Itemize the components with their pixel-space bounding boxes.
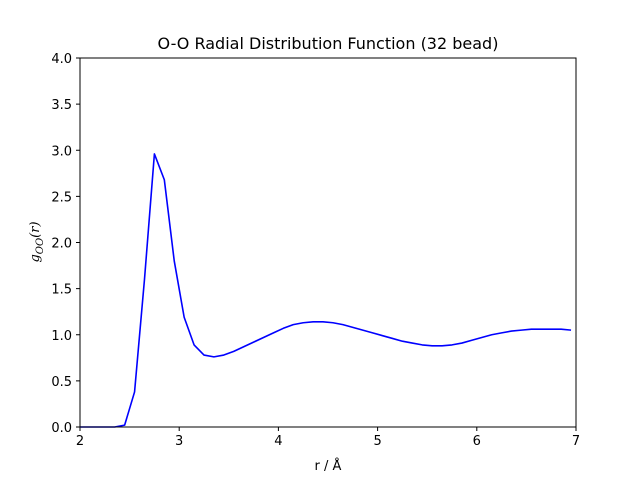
series-layer — [80, 153, 572, 428]
y-axis-label-rest: (r) — [28, 221, 43, 237]
y-tick-label: 3.0 — [51, 144, 72, 159]
y-axis-label: gOO(r) — [28, 221, 46, 262]
y-tick-label: 2.0 — [51, 237, 72, 252]
y-tick-label: 2.5 — [51, 190, 72, 205]
plot-frame — [79, 57, 577, 428]
y-tick-label: 0.5 — [51, 375, 72, 390]
y-tick-label: 1.0 — [51, 329, 72, 344]
y-tick-label: 0.0 — [51, 421, 72, 436]
x-tick-label: 6 — [473, 434, 481, 449]
x-axis-label: r / Å — [315, 458, 342, 474]
y-tick-label: 1.5 — [51, 283, 72, 298]
series-line — [80, 153, 572, 428]
x-tick-label: 5 — [373, 434, 381, 449]
x-tick-label: 4 — [274, 434, 282, 449]
x-tick-label: 7 — [572, 434, 580, 449]
y-tick-label: 3.5 — [51, 98, 72, 113]
x-tick-label: 2 — [76, 434, 84, 449]
y-tick-label: 4.0 — [51, 52, 72, 67]
tick-layer: 2 3 4 5 6 7 0.0 0.5 1.0 1.5 2.0 2.5 3.0 3.5 4.0 — [51, 52, 580, 449]
y-axis-label-subscript: OO — [35, 238, 46, 254]
y-axis-label-main: g — [28, 254, 43, 262]
chart-title: O-O Radial Distribution Function (32 bea… — [158, 34, 499, 53]
x-tick-label: 3 — [175, 434, 183, 449]
